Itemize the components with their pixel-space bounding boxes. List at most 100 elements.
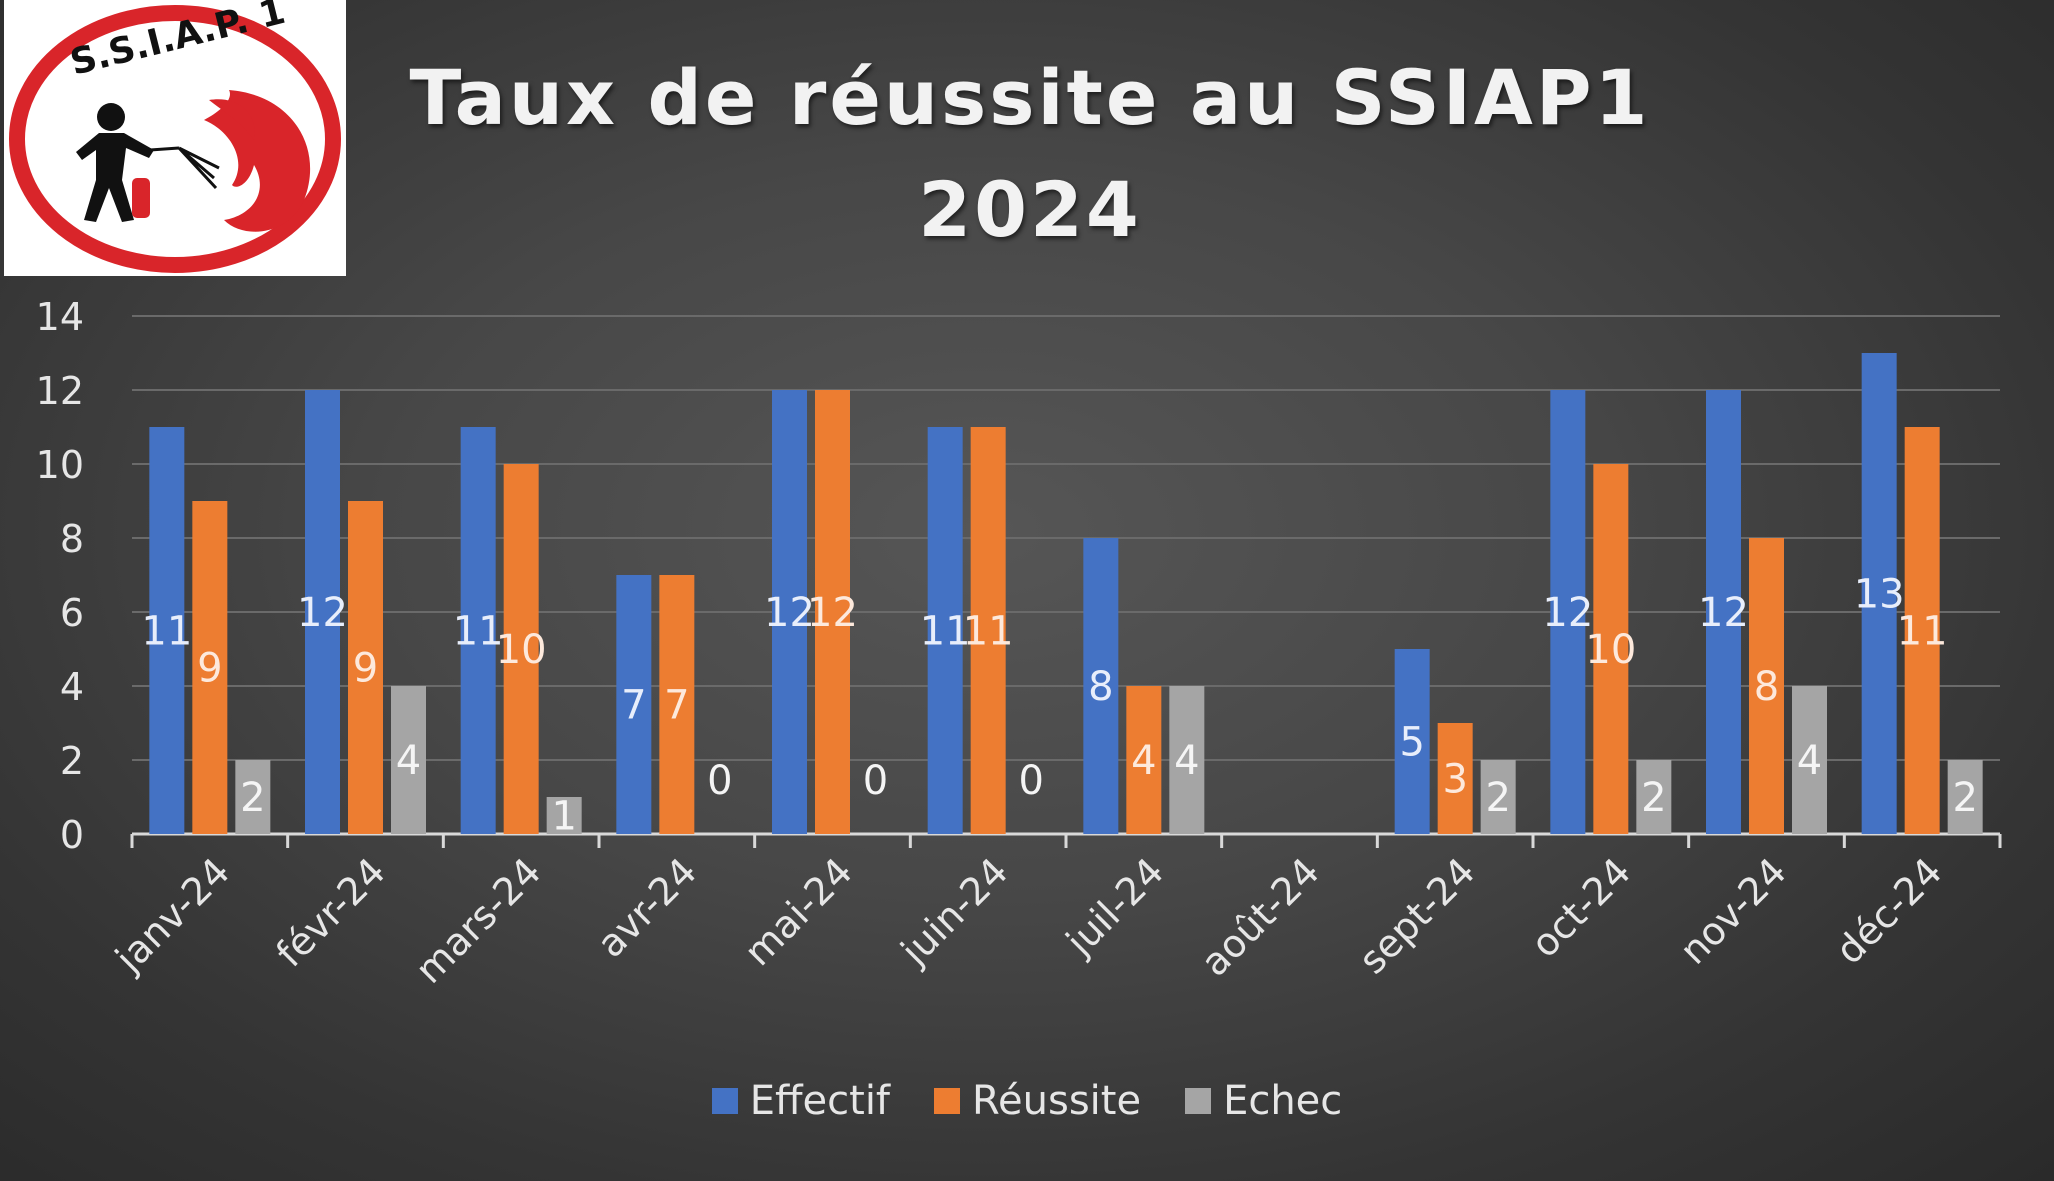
chart-title-line-1: Taux de réussite au SSIAP1 [409, 53, 1651, 142]
y-tick-label: 6 [60, 591, 84, 635]
bar-echec [1947, 760, 1983, 834]
bar-reussite [659, 575, 695, 834]
bar-reussite [1749, 538, 1784, 834]
y-tick-label: 0 [60, 813, 84, 857]
x-tick-label: févr-24 [268, 849, 394, 975]
data-label: 11 [453, 609, 504, 655]
data-label: 12 [764, 590, 815, 636]
data-label: 2 [1952, 775, 1977, 821]
data-label: 11 [963, 609, 1014, 655]
data-label: 9 [197, 646, 222, 692]
bar-effectif [149, 427, 185, 834]
y-tick-label: 10 [36, 443, 84, 487]
data-label: 1 [551, 794, 576, 840]
x-tick-label: mai-24 [736, 849, 861, 974]
data-label: 0 [1018, 758, 1043, 804]
data-label: 7 [664, 683, 689, 729]
bar-effectif [1394, 649, 1430, 834]
bar-reussite [348, 501, 383, 834]
legend-swatch-effectif [711, 1088, 738, 1114]
bar-echec [1169, 686, 1205, 834]
data-label: 11 [1897, 609, 1948, 655]
bar-effectif [305, 390, 340, 834]
bar-effectif [772, 390, 807, 834]
data-label: 2 [1485, 775, 1510, 821]
bar-effectif [1083, 538, 1119, 834]
data-label: 11 [920, 609, 971, 655]
data-label: 9 [353, 646, 378, 692]
bar-reussite [1437, 723, 1473, 834]
x-tick-label: avr-24 [588, 849, 705, 966]
legend-swatch-echec [1185, 1088, 1212, 1114]
data-label: 0 [863, 758, 888, 804]
x-tick-label: sept-24 [1350, 849, 1483, 982]
data-label: 2 [240, 775, 265, 821]
x-tick-label: janv-24 [106, 849, 238, 981]
data-label: 5 [1399, 720, 1424, 766]
legend-item-reussite: Réussite [934, 1078, 1141, 1124]
legend-item-effectif: Effectif [711, 1078, 891, 1124]
ssiap-logo: S.S.I.A.P. 1 [4, 0, 346, 276]
bar-reussite [1126, 686, 1162, 834]
data-label: 2 [1641, 775, 1666, 821]
legend-label-reussite: Réussite [972, 1078, 1142, 1124]
x-tick-label: nov-24 [1671, 849, 1795, 973]
data-label: 10 [496, 627, 547, 673]
bar-echec [391, 686, 426, 834]
y-tick-label: 12 [36, 369, 84, 413]
bar-effectif [460, 427, 496, 834]
x-tick-label: mars-24 [407, 849, 550, 992]
data-label: 10 [1585, 627, 1636, 673]
y-tick-label: 2 [60, 739, 84, 783]
x-tick-label: juin-24 [892, 849, 1017, 974]
bar-reussite [1904, 427, 1940, 834]
x-tick-label: oct-24 [1522, 849, 1639, 966]
data-label: 4 [1174, 738, 1199, 784]
bar-effectif [1706, 390, 1741, 834]
legend-swatch-reussite [934, 1088, 961, 1114]
bar-echec [1480, 760, 1516, 834]
data-label: 12 [1698, 590, 1749, 636]
data-label: 3 [1442, 757, 1467, 803]
y-tick-label: 8 [60, 517, 84, 561]
data-label: 8 [1088, 664, 1113, 710]
ssiap-logo-image: S.S.I.A.P. 1 [9, 0, 341, 273]
bar-effectif [1550, 390, 1586, 834]
bar-echec [1792, 686, 1827, 834]
x-tick-label: août-24 [1192, 849, 1327, 984]
x-tick-label: déc-24 [1827, 849, 1950, 972]
y-tick-label: 4 [60, 665, 84, 709]
data-label: 12 [807, 590, 858, 636]
bar-effectif [927, 427, 963, 834]
data-label: 4 [1797, 738, 1822, 784]
bar-echec [1636, 760, 1672, 834]
bar-reussite [503, 464, 539, 834]
x-tick-label: juil-24 [1057, 849, 1172, 964]
bar-reussite [970, 427, 1006, 834]
bar-effectif [616, 575, 652, 834]
legend-label-echec: Echec [1223, 1078, 1343, 1124]
chart-title-line-2: 2024 [918, 165, 1142, 254]
data-label: 11 [141, 609, 192, 655]
chart-legend: Effectif Réussite Echec [0, 1078, 2054, 1124]
bar-effectif [1861, 353, 1897, 834]
legend-label-effectif: Effectif [749, 1078, 891, 1124]
data-label: 0 [707, 758, 732, 804]
bar-reussite [1593, 464, 1629, 834]
bar-echec [235, 760, 271, 834]
data-label: 7 [621, 683, 646, 729]
bar-reussite [192, 501, 228, 834]
chart-title: Taux de réussite au SSIAP1 2024 [380, 42, 1680, 266]
data-label: 12 [297, 590, 348, 636]
bar-echec [546, 797, 582, 834]
data-label: 13 [1854, 572, 1905, 618]
data-label: 4 [1131, 738, 1156, 784]
data-label: 8 [1754, 664, 1779, 710]
bar-reussite [815, 390, 850, 834]
legend-item-echec: Echec [1185, 1078, 1342, 1124]
y-tick-label: 14 [36, 295, 84, 339]
data-label: 12 [1542, 590, 1593, 636]
data-label: 4 [396, 738, 421, 784]
